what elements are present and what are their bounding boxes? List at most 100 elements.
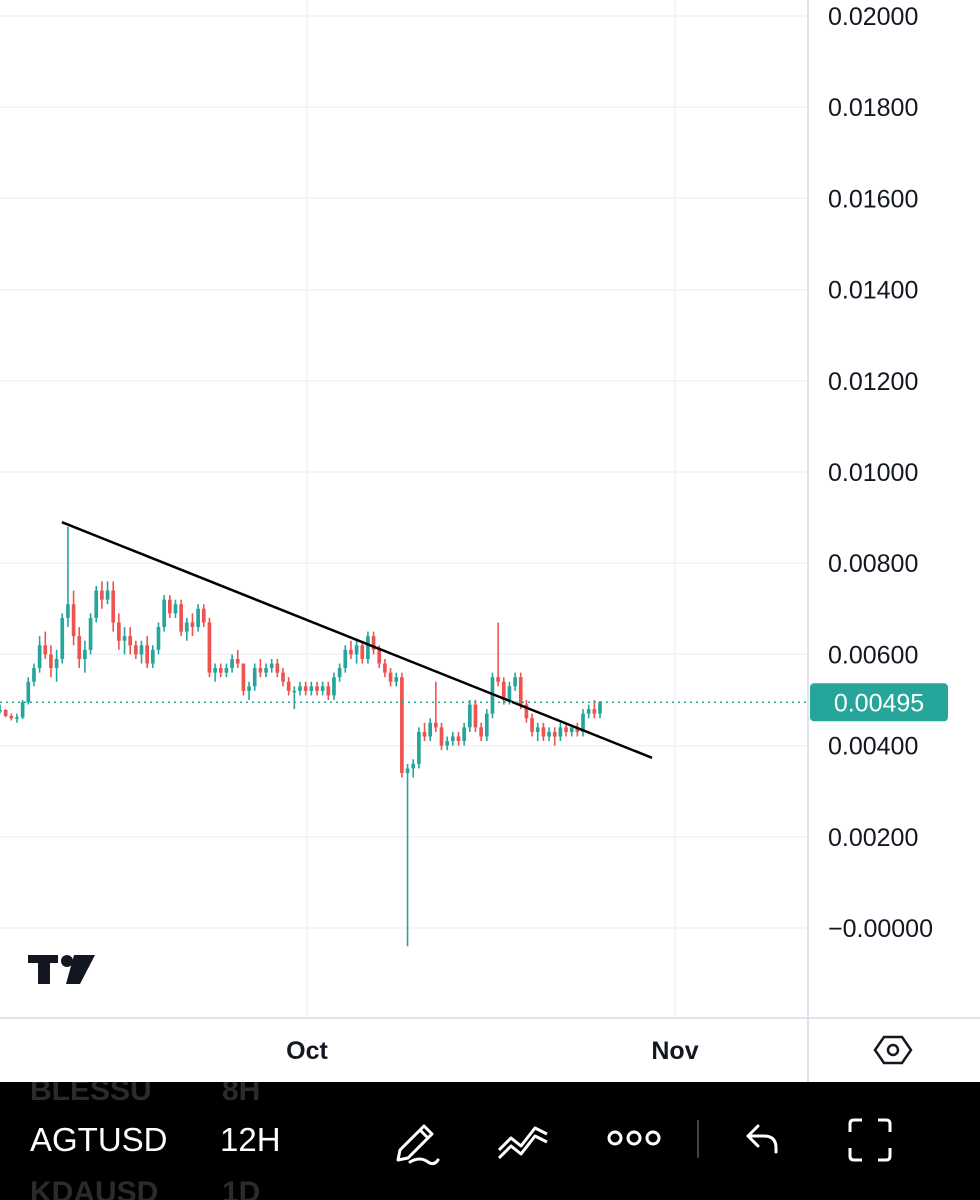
candle-body	[224, 668, 229, 673]
candle-body	[105, 590, 110, 600]
candle-body	[49, 654, 53, 669]
candle-body	[564, 727, 568, 732]
candle-body	[569, 727, 574, 732]
candle-body	[0, 710, 2, 712]
candle-body	[122, 636, 127, 641]
candle-body	[201, 608, 206, 623]
candle-body	[315, 686, 319, 691]
pencil-icon[interactable]	[390, 1114, 442, 1166]
candle-body	[26, 681, 31, 703]
candle-body	[139, 645, 144, 655]
candle-body	[422, 731, 427, 737]
candle-body	[337, 668, 342, 678]
undo-icon[interactable]	[742, 1118, 782, 1158]
candle-body	[388, 672, 393, 682]
candle-body	[513, 677, 517, 687]
candle-body	[184, 622, 189, 632]
current-price-label: 0.00495	[834, 689, 924, 717]
toolbar-divider	[697, 1120, 699, 1158]
candle-body	[484, 713, 489, 737]
candle-body	[241, 663, 246, 691]
drawing-tools-icon[interactable]	[495, 1116, 551, 1164]
ghost-symbol-below: KDAUSD	[30, 1176, 159, 1200]
candle-body	[275, 663, 280, 673]
fullscreen-icon[interactable]	[846, 1116, 894, 1164]
y-tick-label: 0.01600	[828, 185, 918, 213]
candle-body	[156, 627, 161, 650]
candle-body	[207, 622, 212, 673]
bottom-toolbar: BLESSU 8H AGTUSD 12H KDAUSD 1D	[0, 1082, 980, 1200]
candle-body	[518, 677, 523, 705]
candle-body	[94, 590, 99, 618]
candle-body	[371, 636, 376, 650]
trendline	[61, 520, 653, 759]
candle-body	[326, 686, 331, 696]
candle-body	[111, 590, 116, 623]
candle-body	[100, 590, 104, 600]
candle-body	[462, 727, 466, 742]
candle-body	[218, 668, 223, 673]
candle-body	[417, 731, 421, 764]
candle-body	[496, 677, 500, 682]
candle-body	[507, 686, 512, 700]
candles	[0, 526, 602, 947]
settings-hexagon-icon[interactable]	[873, 1035, 913, 1065]
y-tick-label: 0.01000	[828, 459, 918, 487]
candle-body	[292, 690, 297, 693]
candle-body	[173, 604, 178, 614]
candle-body	[479, 727, 483, 737]
candle-body	[88, 617, 93, 650]
candle-body	[558, 727, 563, 737]
candle-body	[9, 715, 14, 719]
candle-body	[247, 686, 251, 691]
candle-body	[162, 599, 166, 628]
candle-body	[439, 727, 444, 746]
y-tick-label: 0.01800	[828, 94, 918, 122]
candle-body	[134, 645, 138, 655]
ghost-interval-below: 1D	[222, 1176, 261, 1200]
candle-body	[456, 736, 461, 742]
candle-body	[213, 668, 217, 673]
candle-body	[190, 622, 195, 628]
chart-area[interactable]: 0.00495 0.02000 0.01800 0.01600 0.01400 0.01…	[0, 0, 980, 1082]
candle-body	[303, 686, 308, 691]
candle-body	[581, 713, 585, 732]
candle-body	[66, 604, 70, 618]
candle-body	[196, 608, 200, 628]
candle-body	[394, 677, 399, 682]
candle-body	[490, 677, 495, 714]
candle-body	[37, 645, 42, 669]
candle-body	[535, 727, 540, 732]
candle-body	[598, 702, 602, 714]
candle-body	[150, 649, 155, 664]
candle-body	[411, 763, 416, 769]
candle-body	[269, 663, 274, 669]
candle-body	[434, 722, 438, 728]
symbol-button[interactable]: AGTUSD	[30, 1121, 168, 1158]
more-icon[interactable]	[606, 1128, 662, 1148]
y-tick-label: 0.00800	[828, 550, 918, 578]
candle-body	[349, 649, 353, 655]
chart-canvas[interactable]: 0.00495 0.02000 0.01800 0.01600 0.01400 0.01…	[0, 0, 980, 1082]
grid	[0, 0, 808, 1018]
candle-body	[20, 702, 25, 718]
candle-body	[298, 686, 302, 691]
ghost-interval-above: 8H	[222, 1082, 261, 1107]
interval-button[interactable]: 12H	[220, 1121, 281, 1158]
candle-body	[343, 649, 348, 669]
ghost-symbol-above: BLESSU	[30, 1082, 152, 1107]
candle-body	[258, 668, 263, 673]
candle-body	[400, 677, 404, 773]
candle-body	[145, 645, 150, 664]
candle-body	[167, 599, 172, 614]
candle-body	[77, 636, 82, 659]
candle-body	[286, 681, 291, 691]
candle-body	[530, 718, 534, 732]
candle-body	[552, 731, 557, 737]
candle-body	[320, 686, 325, 691]
candle-body	[43, 645, 48, 655]
candle-body	[128, 636, 133, 646]
candle-body	[541, 727, 546, 737]
candle-body	[366, 636, 370, 659]
candle-body	[405, 768, 410, 773]
